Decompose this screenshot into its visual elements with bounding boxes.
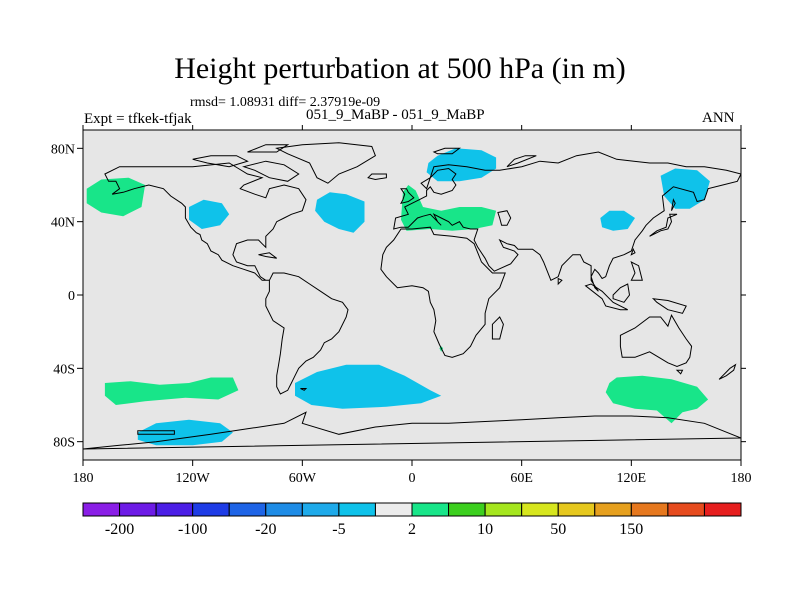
- coast-sakhalin: [671, 198, 676, 211]
- y-tick-label: 40N: [51, 216, 75, 231]
- colorbar-swatch: [484, 502, 523, 517]
- coastline-layer: [83, 142, 741, 450]
- anomaly-south-atlantic-negative: [295, 364, 442, 409]
- colorbar-swatch: [411, 502, 450, 517]
- colorbar-swatch: [594, 502, 632, 517]
- experiment-label: Expt = tfkek-tfjak: [84, 111, 192, 127]
- anomaly-north-pacific-positive: [86, 177, 146, 217]
- coast-baffin: [241, 160, 300, 182]
- colorbar-swatch: [703, 502, 742, 517]
- anomaly-australia-positive: [605, 375, 709, 424]
- coast-sri-lanka: [557, 277, 563, 286]
- x-tick-label: 120W: [176, 471, 211, 486]
- coast-borneo: [612, 283, 631, 303]
- coast-africa: [380, 226, 506, 358]
- colorbar-swatch: [301, 502, 340, 517]
- coast-japan: [649, 213, 678, 237]
- plot-title: Height perturbation at 500 hPa (in m): [174, 52, 626, 85]
- colorbar-swatch: [82, 502, 121, 517]
- coast-arctic-islands: [192, 155, 249, 168]
- colorbar-swatch: [521, 502, 559, 517]
- colorbar-swatch: [265, 502, 303, 517]
- map-background: [83, 130, 741, 460]
- colorbar-label: -20: [255, 521, 276, 538]
- coast-tasmania: [675, 369, 684, 375]
- y-tick-label: 80N: [51, 142, 75, 157]
- anomaly-north-pacific-negative: [660, 168, 710, 209]
- anomaly-south-pacific-positive: [104, 377, 239, 405]
- coast-caspian: [497, 210, 512, 226]
- coast-iceland: [367, 173, 387, 181]
- x-tick-label: 60W: [289, 471, 317, 486]
- anomaly-pacific-negative: [189, 199, 230, 229]
- coast-north-america: [104, 162, 307, 281]
- coast-cuba: [258, 252, 278, 259]
- map-axes: 180 120W 60W 0 60E 120E 180 80N 40N 0 40S 80S: [51, 125, 752, 486]
- y-tick-label: 0: [68, 289, 75, 304]
- colorbar-swatch: [119, 502, 157, 517]
- x-tick-label: 0: [409, 471, 416, 486]
- case-label: 051_9_MaBP - 051_9_MaBP: [306, 107, 485, 123]
- x-tick-label: 180: [731, 471, 752, 486]
- colorbar-swatch: [155, 502, 194, 517]
- x-tick-label: 180: [73, 471, 94, 486]
- colorbar-swatch: [228, 502, 267, 517]
- season-label: ANN: [702, 110, 735, 126]
- coast-new-guinea: [651, 298, 687, 314]
- coast-eurasia: [393, 151, 741, 292]
- coast-taiwan: [630, 247, 636, 256]
- colorbar-label: 2: [408, 521, 416, 538]
- coast-indonesia: [584, 283, 628, 311]
- coast-antarctic-islands: [137, 430, 175, 435]
- coast-novaya-zemlya: [506, 155, 537, 168]
- anomaly-arctic-europe-negative: [426, 148, 497, 182]
- coast-greenland: [275, 142, 377, 184]
- x-tick-label: 120E: [617, 471, 647, 486]
- colorbar-swatch: [448, 502, 486, 517]
- coast-new-zealand: [718, 363, 737, 380]
- anomaly-layer: [86, 148, 710, 446]
- colorbar-swatch: [667, 502, 705, 517]
- coast-svalbard: [432, 147, 461, 155]
- anomaly-europe-positive: [401, 185, 497, 231]
- y-tick-label: 40S: [53, 362, 75, 377]
- colorbar-label: 10: [477, 521, 493, 538]
- anomaly-atlantic-negative: [315, 192, 365, 233]
- coast-ellesmere: [247, 144, 290, 153]
- colorbar-label: -200: [105, 521, 134, 538]
- colorbar-label: -5: [332, 521, 345, 538]
- rmsd-diff-stats: rmsd= 1.08931 diff= 2.37919e-09: [190, 95, 381, 110]
- coast-south-america: [265, 272, 349, 395]
- colorbar: -200 -100 -20 -5 2 10 50 150: [82, 502, 742, 538]
- colorbar-label: 150: [619, 521, 643, 538]
- coast-antarctica: [83, 411, 741, 450]
- anomaly-south-pacific-negative: [137, 419, 233, 446]
- anomaly-east-asia-negative: [600, 210, 635, 231]
- colorbar-swatch: [192, 502, 230, 517]
- x-tick-label: 60E: [510, 471, 533, 486]
- coast-madagascar: [491, 316, 504, 340]
- colorbar-swatch: [338, 502, 376, 517]
- colorbar-label: -100: [178, 521, 207, 538]
- coast-philippines: [630, 261, 643, 281]
- y-tick-label: 80S: [53, 436, 75, 451]
- coast-falklands: [300, 388, 308, 391]
- colorbar-swatch: [374, 502, 413, 517]
- colorbar-label: 50: [550, 521, 566, 538]
- coast-australia: [619, 313, 693, 368]
- colorbar-swatch: [630, 502, 669, 517]
- coast-british-isles: [400, 188, 415, 205]
- colorbar-swatch: [557, 502, 596, 517]
